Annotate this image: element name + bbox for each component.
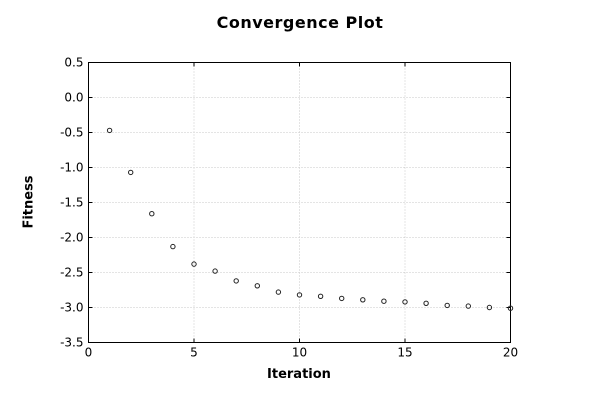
data-point [423,300,429,306]
data-point [191,261,197,267]
y-tick-label: -0.5 [60,126,83,140]
data-point [360,297,366,303]
data-point [233,278,239,284]
y-tick-label: -1.0 [60,161,83,175]
chart-title: Convergence Plot [216,13,384,32]
x-tick-label: 10 [292,346,307,360]
y-axis-label: Fitness [21,175,37,229]
y-tick-label: -2.0 [60,231,83,245]
data-point [254,283,260,289]
y-tick-label: 0.0 [64,91,83,105]
data-point [317,293,324,299]
data-point [381,298,387,304]
data-point [212,268,218,274]
y-tick-label: -1.5 [60,196,83,210]
y-tick-label: -3.0 [60,301,83,315]
data-point [128,169,134,176]
y-tick-label: -2.5 [60,266,83,280]
data-point [465,303,471,309]
data-point [507,305,514,311]
data-point [296,292,303,298]
data-point [106,127,113,134]
y-tick-label: -3.5 [60,336,83,350]
x-tick-label: 15 [397,346,412,360]
data-point [402,299,408,305]
data-point [149,211,155,217]
x-tick-label: 0 [85,346,93,360]
x-tick-label: 20 [503,346,518,360]
data-point [170,243,176,250]
data-point [444,302,450,309]
y-tick-label: 0.5 [64,56,83,70]
data-point [486,304,493,311]
data-point [275,289,282,295]
x-tick-label: 5 [190,346,198,360]
x-axis-label: Iteration [267,367,331,382]
data-point [339,295,345,302]
